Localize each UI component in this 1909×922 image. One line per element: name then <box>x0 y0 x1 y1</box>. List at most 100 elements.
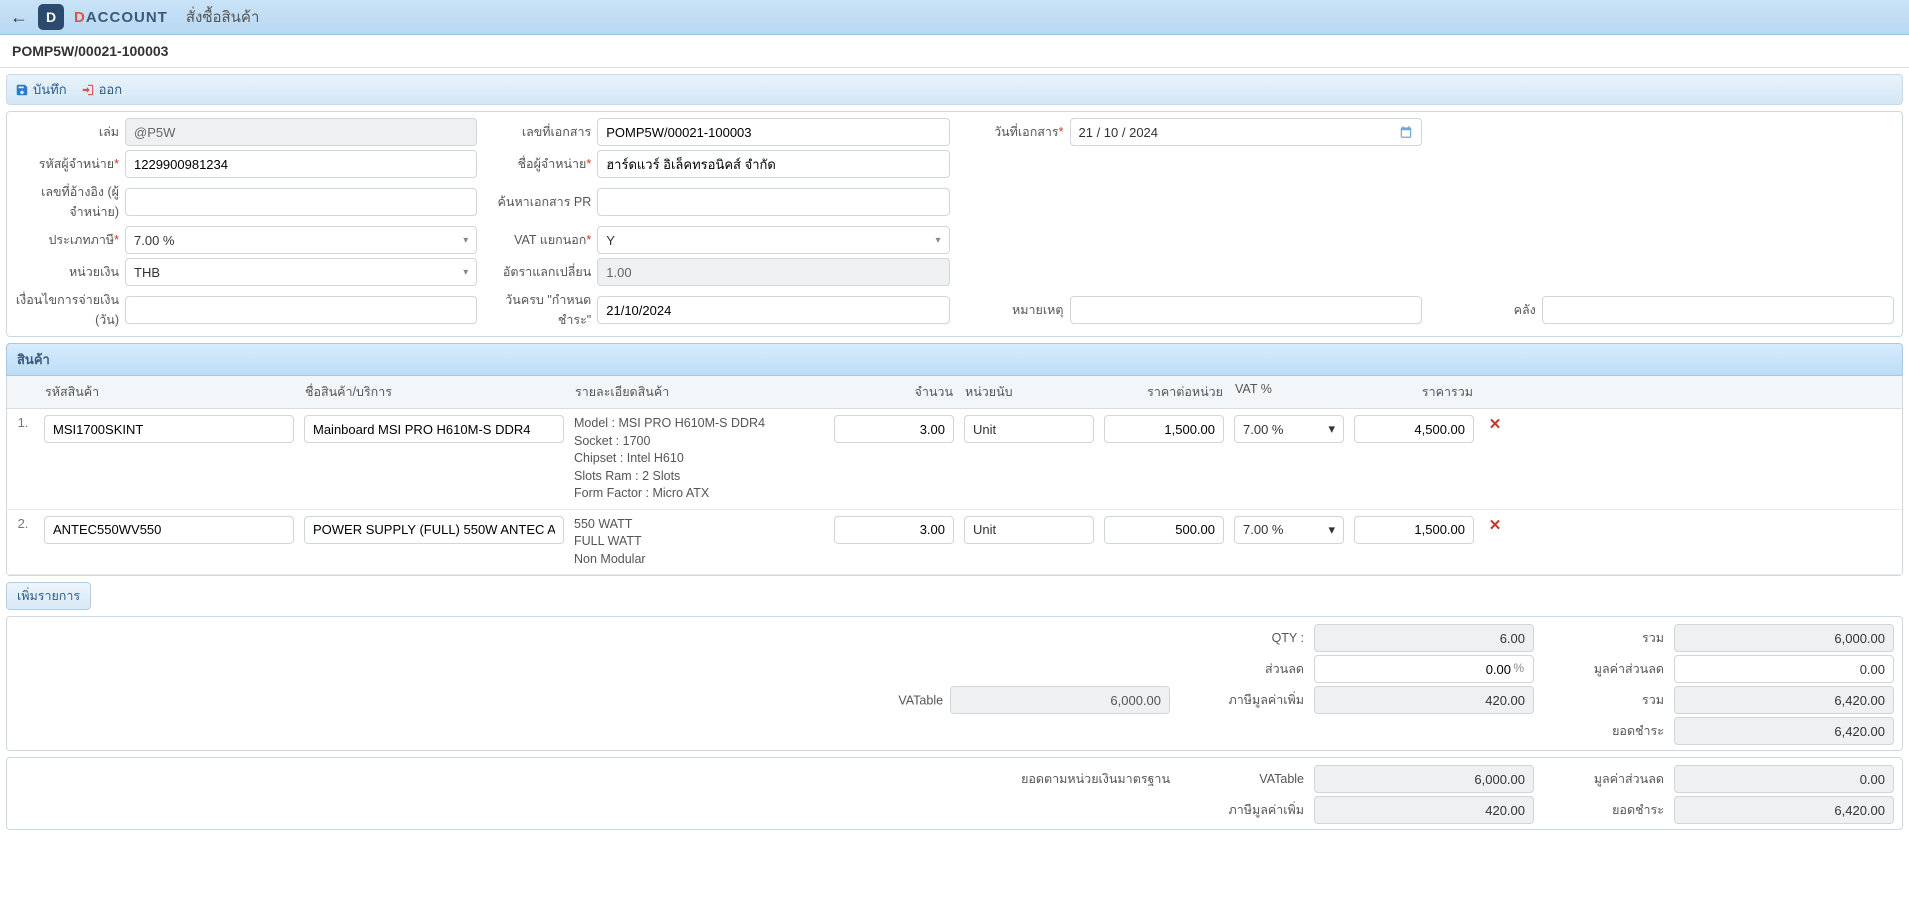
item-qty-input[interactable] <box>834 516 954 544</box>
doc-no-label: เลขที่เอกสาร <box>487 122 597 142</box>
chevron-down-icon: ▾ <box>1328 522 1335 538</box>
col-price: ราคาต่อหน่วย <box>1099 376 1229 408</box>
app-logo-icon: D <box>38 4 64 30</box>
back-arrow-icon[interactable]: ← <box>10 7 28 28</box>
col-vat: VAT % <box>1229 376 1349 408</box>
due-date-label: วันครบ "กำหนดชำระ" <box>487 290 597 330</box>
book-label: เล่ม <box>15 122 125 142</box>
delete-row-button[interactable]: ✕ <box>1479 510 1511 575</box>
item-row: 1. Model : MSI PRO H610M-S DDR4Socket : 1… <box>7 409 1902 510</box>
chevron-down-icon: ▾ <box>935 235 940 246</box>
vendor-code-input[interactable] <box>125 150 477 178</box>
save-icon <box>15 83 29 97</box>
base-balance-value: 6,420.00 <box>1674 796 1894 824</box>
item-price-input[interactable] <box>1104 415 1224 443</box>
chevron-down-icon: ▾ <box>1328 421 1335 437</box>
base-balance-label: ยอดชำระ <box>1544 800 1664 820</box>
sum-value: 6,000.00 <box>1674 624 1894 652</box>
item-vat-select[interactable]: 7.00 %▾ <box>1234 516 1344 544</box>
header-form: เล่ม @P5W เลขที่เอกสาร วันที่เอกสาร* 21 … <box>6 111 1903 337</box>
search-pr-label: ค้นหาเอกสาร PR <box>487 192 597 212</box>
brand-label: DACCOUNT <box>74 9 168 26</box>
save-button-label: บันทึก <box>33 79 67 100</box>
totals-panel: QTY : 6.00 รวม 6,000.00 ส่วนลด มูลค่าส่ว… <box>6 616 1903 751</box>
document-number-heading: POMP5W/00021-100003 <box>0 35 1909 68</box>
doc-date-input[interactable]: 21 / 10 / 2024 <box>1070 118 1422 146</box>
qty-label: QTY : <box>1184 631 1304 645</box>
delete-row-button[interactable]: ✕ <box>1479 409 1511 509</box>
base-vat-label: ภาษีมูลค่าเพิ่ม <box>1184 800 1304 820</box>
col-unit: หน่วยนับ <box>959 376 1099 408</box>
exchange-rate-label: อัตราแลกเปลี่ยน <box>487 262 597 282</box>
row-number: 1. <box>7 409 39 509</box>
items-header-row: รหัสสินค้า ชื่อสินค้า/บริการ รายละเอียดส… <box>7 376 1902 409</box>
item-total-input[interactable] <box>1354 415 1474 443</box>
vat-separate-select[interactable]: Y▾ <box>597 226 949 254</box>
warehouse-input[interactable] <box>1542 296 1894 324</box>
sum2-value: 6,420.00 <box>1674 686 1894 714</box>
currency-select[interactable]: THB▾ <box>125 258 477 286</box>
col-code: รหัสสินค้า <box>39 376 299 408</box>
vendor-name-input[interactable] <box>597 150 949 178</box>
item-name-input[interactable] <box>304 516 564 544</box>
warehouse-label: คลัง <box>1432 300 1542 320</box>
base-currency-totals-panel: ยอดตามหน่วยเงินมาตรฐาน VATable 6,000.00 … <box>6 757 1903 830</box>
discount-amount-value[interactable]: 0.00 <box>1674 655 1894 683</box>
doc-no-input[interactable] <box>597 118 949 146</box>
row-number: 2. <box>7 510 39 575</box>
add-item-button[interactable]: เพิ่มรายการ <box>6 582 91 610</box>
action-toolbar: บันทึก ออก <box>6 74 1903 105</box>
page-title: สั่งซื้อสินค้า <box>186 5 260 29</box>
vat-value: 420.00 <box>1314 686 1534 714</box>
item-vat-select[interactable]: 7.00 %▾ <box>1234 415 1344 443</box>
base-discount-amt-label: มูลค่าส่วนลด <box>1544 769 1664 789</box>
calendar-icon <box>1399 125 1413 139</box>
exit-button-label: ออก <box>99 79 123 100</box>
item-name-input[interactable] <box>304 415 564 443</box>
remark-label: หมายเหตุ <box>960 300 1070 320</box>
base-vatable-label: VATable <box>1184 772 1304 786</box>
vendor-ref-label: เลขที่อ้างอิง (ผู้จำหน่าย) <box>15 182 125 222</box>
item-detail-text: 550 WATTFULL WATTNon Modular <box>569 510 829 575</box>
exit-icon <box>81 83 95 97</box>
base-vatable-value: 6,000.00 <box>1314 765 1534 793</box>
currency-label: หน่วยเงิน <box>15 262 125 282</box>
item-price-input[interactable] <box>1104 516 1224 544</box>
exit-button[interactable]: ออก <box>81 79 123 100</box>
items-grid: รหัสสินค้า ชื่อสินค้า/บริการ รายละเอียดส… <box>6 376 1903 576</box>
col-name: ชื่อสินค้า/บริการ <box>299 376 569 408</box>
sum-label: รวม <box>1544 628 1664 648</box>
sum2-label: รวม <box>1544 690 1664 710</box>
remark-input[interactable] <box>1070 296 1422 324</box>
item-detail-text: Model : MSI PRO H610M-S DDR4Socket : 170… <box>569 409 829 509</box>
due-date-input[interactable] <box>597 296 949 324</box>
payment-term-input[interactable] <box>125 296 477 324</box>
discount-percent-wrap <box>1314 655 1534 683</box>
col-total: ราคารวม <box>1349 376 1479 408</box>
item-unit-select[interactable]: Unit <box>964 516 1094 544</box>
search-pr-input[interactable] <box>597 188 949 216</box>
item-code-input[interactable] <box>44 415 294 443</box>
vendor-name-label: ชื่อผู้จำหน่าย* <box>487 154 597 174</box>
item-qty-input[interactable] <box>834 415 954 443</box>
payment-term-label: เงื่อนไขการจ่ายเงิน (วัน) <box>15 290 125 330</box>
save-button[interactable]: บันทึก <box>15 79 67 100</box>
balance-value: 6,420.00 <box>1674 717 1894 745</box>
col-qty: จำนวน <box>829 376 959 408</box>
item-code-input[interactable] <box>44 516 294 544</box>
top-bar: ← D DACCOUNT สั่งซื้อสินค้า <box>0 0 1909 35</box>
vendor-code-label: รหัสผู้จำหน่าย* <box>15 154 125 174</box>
item-unit-select[interactable]: Unit <box>964 415 1094 443</box>
base-vat-value: 420.00 <box>1314 796 1534 824</box>
item-total-input[interactable] <box>1354 516 1474 544</box>
tax-type-select[interactable]: 7.00 %▾ <box>125 226 477 254</box>
items-section-title: สินค้า <box>6 343 1903 376</box>
qty-value: 6.00 <box>1314 624 1534 652</box>
discount-amount-label: มูลค่าส่วนลด <box>1544 659 1664 679</box>
discount-label: ส่วนลด <box>1184 659 1304 679</box>
vat-separate-label: VAT แยกนอก* <box>487 230 597 250</box>
item-row: 2. 550 WATTFULL WATTNon Modular Unit 7.00 %… <box>7 510 1902 576</box>
vatable-left-label: VATable <box>898 694 943 708</box>
vendor-ref-input[interactable] <box>125 188 477 216</box>
discount-percent-input[interactable] <box>1314 655 1534 683</box>
